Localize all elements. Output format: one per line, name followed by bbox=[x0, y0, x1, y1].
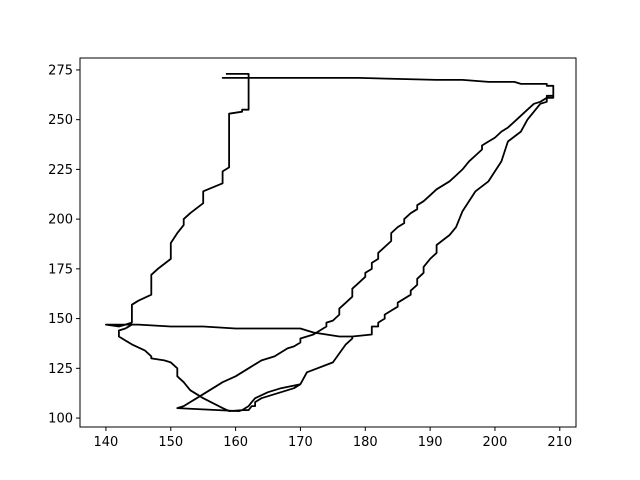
x-tick-label: 210 bbox=[547, 435, 572, 450]
x-tick-label: 160 bbox=[223, 435, 248, 450]
y-axis-ticks: 100 125 150 175 200 225 250 275 bbox=[48, 63, 80, 427]
y-tick-label: 250 bbox=[48, 113, 73, 128]
y-tick-label: 225 bbox=[48, 163, 73, 178]
y-tick-label: 100 bbox=[48, 412, 73, 427]
axes-frame bbox=[79, 57, 577, 428]
y-tick-label: 150 bbox=[48, 312, 73, 327]
x-tick-label: 180 bbox=[353, 435, 378, 450]
x-axis-ticks: 140 150 160 170 180 190 200 210 bbox=[94, 427, 572, 450]
plot-area bbox=[105, 73, 555, 412]
y-tick-label: 200 bbox=[48, 213, 73, 228]
series-line-0 bbox=[105, 73, 555, 412]
y-tick-label: 125 bbox=[48, 362, 73, 377]
x-tick-label: 200 bbox=[483, 435, 508, 450]
x-tick-label: 150 bbox=[158, 435, 183, 450]
y-tick-label: 275 bbox=[48, 63, 73, 78]
y-tick-label: 175 bbox=[48, 262, 73, 277]
x-tick-label: 140 bbox=[94, 435, 119, 450]
x-tick-label: 190 bbox=[418, 435, 443, 450]
x-tick-label: 170 bbox=[288, 435, 313, 450]
